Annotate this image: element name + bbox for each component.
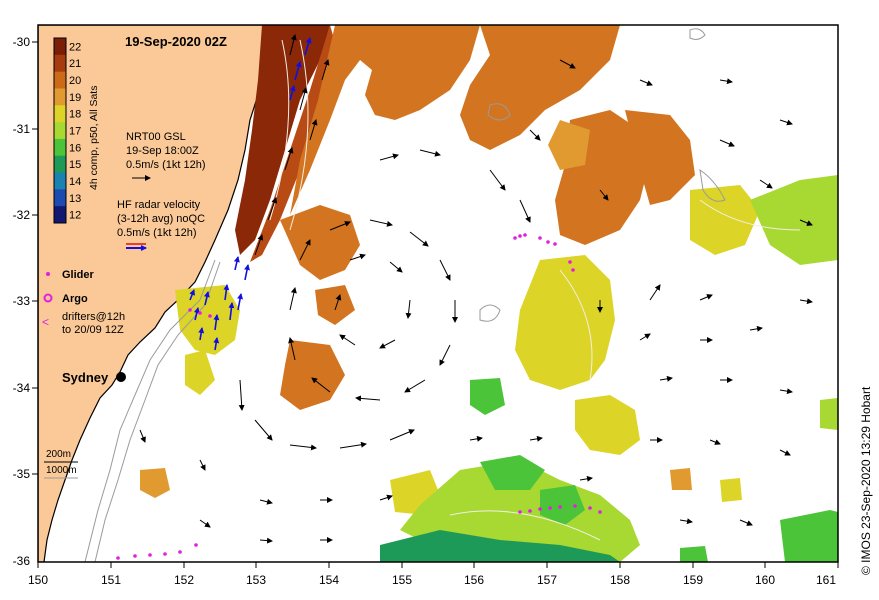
glider-symbol (46, 272, 50, 276)
plot-frame (37, 24, 839, 563)
credit-text: © IMOS 23-Sep-2020 13:29 Hobart (859, 386, 873, 575)
y-tick-label: -30 (13, 35, 31, 49)
sst-patches (140, 25, 838, 562)
colorbar-cell (54, 172, 66, 190)
x-tick-label: 150 (28, 573, 48, 587)
radar-legend: HF radar velocity (3-12h avg) noQC 0.5m/… (117, 199, 205, 251)
x-tick-label: 154 (319, 573, 339, 587)
y-tick-label: -31 (13, 122, 31, 136)
radar-legend-line1: HF radar velocity (117, 199, 201, 211)
axis-ticks (32, 41, 839, 568)
x-tick-label: 156 (464, 573, 484, 587)
colorbar-cell (54, 38, 66, 56)
x-tick-label: 151 (101, 573, 121, 587)
hf-radar-arrows (189, 37, 312, 351)
y-tick-label: -34 (13, 381, 31, 395)
gsl-legend-line2: 19-Sep 18:00Z (126, 145, 199, 157)
colorbar-tick-label: 14 (69, 176, 81, 188)
x-tick-label: 159 (683, 573, 703, 587)
x-tick-label: 157 (537, 573, 557, 587)
radar-legend-line3: 0.5m/s (1kt 12h) (117, 227, 196, 239)
glider-drifter-tracks (116, 233, 602, 560)
colorbar-cell (54, 122, 66, 140)
land-mass (38, 25, 276, 562)
sst-contours (269, 39, 801, 541)
gsl-legend: NRT00 GSL 19-Sep 18:00Z 0.5m/s (1kt 12h) (126, 131, 205, 181)
colorbar-tick-label: 16 (69, 142, 81, 154)
y-tick-label: -35 (13, 467, 31, 481)
drifter-symbol: < (42, 315, 49, 329)
colorbar-cell (54, 206, 66, 224)
y-tick-labels: -30 -31 -32 -33 -34 -35 -36 (13, 35, 31, 568)
x-tick-label: 152 (174, 573, 194, 587)
sydney-label: Sydney (62, 370, 109, 385)
x-tick-labels: 150 151 152 153 154 155 156 157 158 159 … (28, 573, 836, 587)
colorbar-tick-label: 22 (69, 41, 81, 53)
current-arrows (139, 34, 813, 544)
colorbar-tick-label: 15 (69, 159, 81, 171)
glider-legend-label: Glider (62, 269, 95, 281)
sydney-marker: Sydney (62, 370, 126, 385)
gsl-legend-line1: NRT00 GSL (126, 131, 186, 143)
x-tick-label: 158 (610, 573, 630, 587)
x-tick-label: 155 (392, 573, 412, 587)
platform-legend: Glider Argo < drifters@12h to 20/09 12Z (42, 269, 125, 336)
colorbar-cell (54, 155, 66, 174)
colorbar-cell (54, 105, 66, 123)
colorbar-tick-label: 19 (69, 92, 81, 104)
y-tick-label: -36 (13, 554, 31, 568)
colorbar-tick-label: 20 (69, 75, 81, 87)
x-tick-label: 161 (816, 573, 836, 587)
colorbar-cell (54, 71, 66, 89)
depth-legend: 200m 1000m (44, 449, 78, 479)
colorbar-tick-label: 12 (69, 210, 81, 222)
radar-legend-line2: (3-12h avg) noQC (117, 213, 205, 225)
colorbar-tick-label: 13 (69, 193, 81, 205)
map-title: 19-Sep-2020 02Z (125, 34, 227, 49)
x-tick-label: 153 (246, 573, 266, 587)
colorbar-tick-label: 21 (69, 58, 81, 70)
depth-200-label: 200m (46, 449, 71, 460)
drifters-legend-line1: drifters@12h (62, 311, 125, 323)
y-tick-label: -33 (13, 294, 31, 308)
colorbar-tick-label: 18 (69, 109, 81, 121)
colorbar-cell (54, 54, 66, 73)
colorbar-label: 4h comp, p50, All Sats (88, 86, 100, 190)
argo-legend-label: Argo (62, 293, 88, 305)
colorbar-cell (54, 189, 66, 207)
colorbar: 22 21 20 19 18 17 16 15 14 13 12 4h comp, p50, All… (53, 37, 100, 224)
colorbar-cell (54, 138, 66, 157)
y-tick-label: -32 (13, 208, 31, 222)
depth-1000-label: 1000m (46, 465, 77, 476)
colorbar-tick-label: 17 (69, 126, 81, 138)
colorbar-cell (54, 88, 66, 106)
argo-symbol (43, 293, 53, 303)
gsl-legend-line3: 0.5m/s (1kt 12h) (126, 159, 205, 171)
drifters-legend-line2: to 20/09 12Z (62, 324, 124, 336)
x-tick-label: 160 (755, 573, 775, 587)
